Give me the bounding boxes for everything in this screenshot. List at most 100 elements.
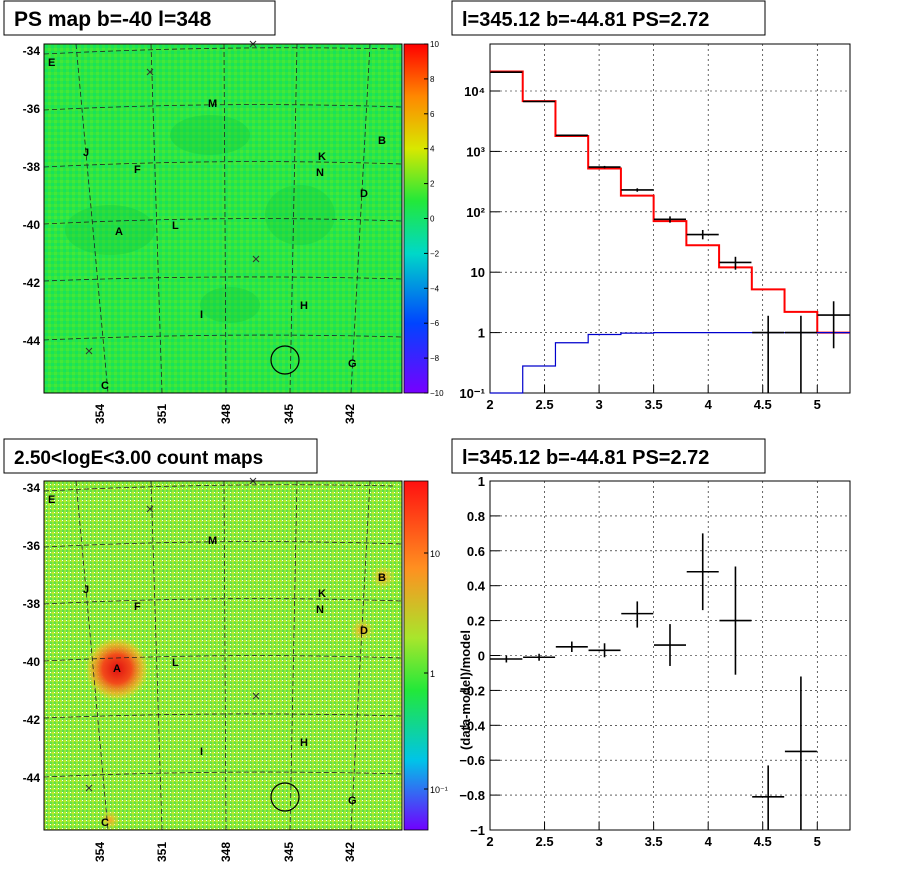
warm-spot-d <box>350 618 374 642</box>
spectrum-panel: l=345.12 b=-44.81 PS=2.72 2 2.5 3 3.5 4 4.5 5 1… <box>451 0 851 412</box>
ps-map-darker-patches <box>65 115 335 323</box>
source-label: L <box>172 657 179 669</box>
source-label: K <box>318 588 326 600</box>
residual-y-tick: 0 <box>478 649 485 664</box>
spectrum-y-tick: 10 <box>471 265 485 280</box>
x-marker <box>85 347 93 355</box>
spectrum-y-tick: 10⁻¹ <box>459 386 485 401</box>
ps-colorbar-tick: −2 <box>430 249 440 258</box>
spectrum-x-tick: 3 <box>595 397 602 412</box>
source-label: D <box>360 625 368 637</box>
data-point-errorbar <box>719 256 752 270</box>
data-point-errorbar <box>784 315 817 393</box>
spectrum-y-tick: 10⁴ <box>464 84 485 99</box>
lat-tick: -36 <box>23 102 41 116</box>
residual-y-tick: −0.8 <box>459 788 485 803</box>
data-point-errorbar <box>817 301 850 349</box>
source-label: N <box>316 604 324 616</box>
ps-colorbar-tick: 0 <box>430 215 435 224</box>
count-map-title: 2.50<logE<3.00 count maps <box>14 448 263 469</box>
lat-tick: -38 <box>23 160 41 174</box>
residual-series <box>490 533 817 830</box>
lat-tick: -44 <box>23 334 41 348</box>
lon-tick: 342 <box>343 842 357 862</box>
lon-tick: 348 <box>219 404 233 424</box>
source-label: C <box>101 380 109 392</box>
residual-title-box <box>451 438 766 474</box>
spectrum-y-tick: 10³ <box>466 144 485 159</box>
count-colorbar-tick: 10⁻¹ <box>430 785 448 795</box>
residual-point-errorbar <box>588 643 621 658</box>
spectrum-x-tick: 5 <box>814 397 821 412</box>
residual-point-errorbar <box>752 765 785 830</box>
spectrum-x-tick: 4 <box>705 397 713 412</box>
ps-colorbar-tick: −8 <box>430 354 440 363</box>
residual-point-errorbar <box>555 641 588 653</box>
count-map-source-labels: E M B J F K N D A L H I G C <box>48 494 386 829</box>
count-colorbar <box>403 480 429 831</box>
residual-y-tick: 0.6 <box>467 544 485 559</box>
source-label: G <box>348 358 357 370</box>
source-label: H <box>300 737 308 749</box>
count-colorbar-ticks: 10 1 10⁻¹ <box>424 549 448 795</box>
residual-y-tick: 0.8 <box>467 509 485 524</box>
source-label: C <box>101 817 109 829</box>
residual-y-tick: −0.6 <box>459 753 485 768</box>
target-circle <box>270 345 300 375</box>
ps-colorbar-tick: −10 <box>430 389 444 398</box>
residual-grid <box>489 480 850 831</box>
residual-x-tick: 3 <box>595 834 602 849</box>
source-label: N <box>316 167 324 179</box>
ps-map-panel: PS map b=-40 l=348 E M B J F <box>3 0 444 424</box>
source-label: I <box>200 309 203 321</box>
ps-colorbar-tick: 8 <box>430 75 435 84</box>
spectrum-x-tick: 3.5 <box>645 397 663 412</box>
spectrum-series <box>490 70 850 394</box>
source-label: B <box>378 572 386 584</box>
residual-point-errorbar <box>686 533 719 611</box>
residual-x-tick: 3.5 <box>645 834 663 849</box>
residual-point-errorbar <box>784 676 817 830</box>
source-label: H <box>300 300 308 312</box>
ps-colorbar-tick: 10 <box>430 40 439 49</box>
x-marker <box>252 692 260 700</box>
data-point-errorbar <box>621 188 654 192</box>
source-label: F <box>134 164 141 176</box>
ps-map-lat-axis: -34 -36 -38 -40 -42 -44 <box>23 44 41 348</box>
source-label: J <box>83 147 89 159</box>
residual-y-tick: −1 <box>470 823 485 838</box>
count-map-coordinate-grid <box>43 480 403 831</box>
data-point-errorbar <box>654 216 686 223</box>
lat-tick: -36 <box>23 539 41 553</box>
spectrum-x-tick: 4.5 <box>754 397 772 412</box>
source-label: B <box>378 135 386 147</box>
source-label: G <box>348 795 357 807</box>
warm-spot-c <box>100 810 120 830</box>
x-marker <box>85 784 93 792</box>
residual-point-errorbar <box>719 566 752 675</box>
lon-tick: 342 <box>343 404 357 424</box>
spectrum-grid <box>489 44 850 394</box>
data-point-errorbar <box>555 134 588 137</box>
residual-point-errorbar <box>523 653 556 661</box>
residual-point-errorbar <box>654 624 686 666</box>
count-colorbar-tick: 10 <box>430 549 440 559</box>
data-point-errorbar <box>490 71 523 73</box>
x-marker <box>146 505 154 513</box>
source-label: I <box>200 746 203 758</box>
x-marker <box>252 255 260 263</box>
source-label: L <box>172 220 179 232</box>
source-label: A <box>113 663 121 675</box>
lat-tick: -38 <box>23 597 41 611</box>
target-circle <box>270 782 300 812</box>
residual-x-tick: 4 <box>705 834 713 849</box>
residual-point-errorbar <box>621 601 654 628</box>
ps-map-title-box <box>3 0 276 36</box>
residual-panel: l=345.12 b=-44.81 PS=2.72 (data-model)/m… <box>451 438 851 849</box>
spectrum-y-tick: 1 <box>478 326 485 341</box>
source-label: F <box>134 601 141 613</box>
lat-tick: -40 <box>23 218 41 232</box>
ps-map-frame <box>43 43 403 394</box>
spectrum-y-tick: 10² <box>466 205 485 220</box>
